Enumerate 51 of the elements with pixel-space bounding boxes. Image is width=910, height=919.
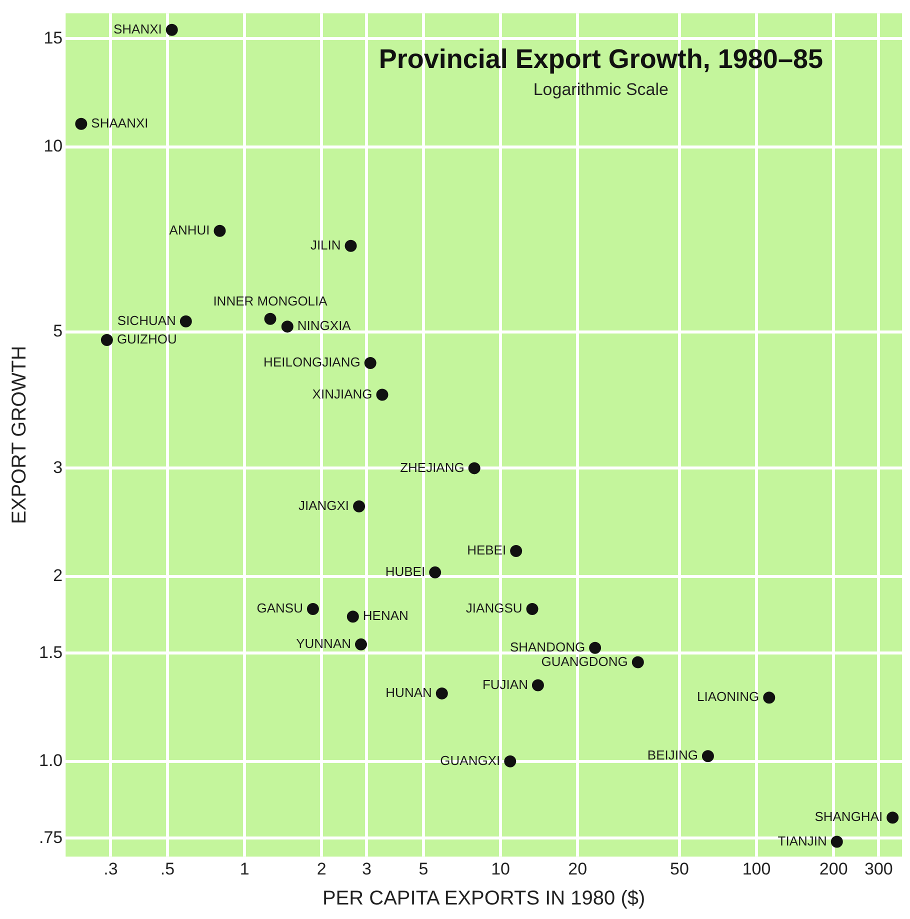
y-tick-label: 15 [44, 28, 63, 48]
x-tick-label: 100 [742, 859, 771, 878]
annotation: GANSU [256, 600, 303, 616]
x-tick-label: 2 [316, 859, 326, 878]
annotation: LIAONING [697, 689, 760, 704]
x-tick-label: 5 [418, 859, 428, 878]
annotation: GUANGDONG [541, 654, 628, 669]
y-axis-title: EXPORT GROWTH [8, 346, 31, 524]
annotation: NINGXIA [297, 318, 352, 334]
annotation: BEIJING [647, 748, 698, 763]
y-tick-label: 1.5 [38, 642, 63, 662]
x-tick-label: 300 [864, 859, 893, 878]
annotation: GUANGXI [440, 752, 500, 768]
text: Provincial Export Growth, 1980–85 [378, 44, 823, 74]
x-tick-label: .5 [160, 859, 175, 878]
annotation: SHANGHAI [814, 809, 883, 824]
annotation: SHAANXI [91, 115, 148, 130]
annotation: HEILONGJIANG [264, 354, 360, 370]
annotation: FUJIAN [482, 676, 528, 692]
annotation: SHANXI [113, 21, 162, 36]
y-tick-label: 5 [53, 322, 63, 341]
annotation: ZHEJIANG [400, 460, 464, 475]
annotation: JILIN [310, 237, 341, 252]
text: Logarithmic Scale [533, 80, 668, 100]
y-tick-label: 3 [53, 458, 63, 477]
x-tick-label: 3 [362, 859, 372, 878]
annotation: JIANGXI [298, 498, 350, 513]
x-tick-label: 10 [491, 859, 510, 878]
y-tick-label: 10 [44, 136, 63, 156]
annotation: HUNAN [386, 685, 432, 700]
annotation: HENAN [362, 608, 408, 624]
annotation: HEBEI [467, 542, 506, 558]
y-tick-label: 1.0 [38, 751, 63, 770]
annotation: SHANDONG [510, 639, 586, 654]
annotation: GUIZHOU [116, 332, 177, 347]
x-tick-label: 200 [819, 859, 848, 878]
y-tick-label: .75 [38, 828, 63, 847]
x-axis-title: PER CAPITA EXPORTS IN 1980 ($) [322, 888, 646, 910]
x-tick-label: 50 [670, 859, 689, 878]
annotation: YUNNAN [296, 636, 352, 652]
y-tick-label: 2 [53, 566, 63, 586]
x-tick-label: 20 [568, 859, 588, 878]
annotation: INNER MONGOLIA [213, 293, 328, 308]
annotation: ANHUI [169, 222, 210, 238]
annotation: HUBEI [385, 564, 426, 580]
x-tick-label: 1 [240, 859, 250, 878]
x-tick-label: .3 [104, 859, 118, 878]
annotation: XINJIANG [312, 386, 372, 402]
annotation: JIANGSU [466, 600, 522, 616]
annotation: TIANJIN [778, 833, 827, 848]
annotation: SICHUAN [117, 312, 176, 328]
